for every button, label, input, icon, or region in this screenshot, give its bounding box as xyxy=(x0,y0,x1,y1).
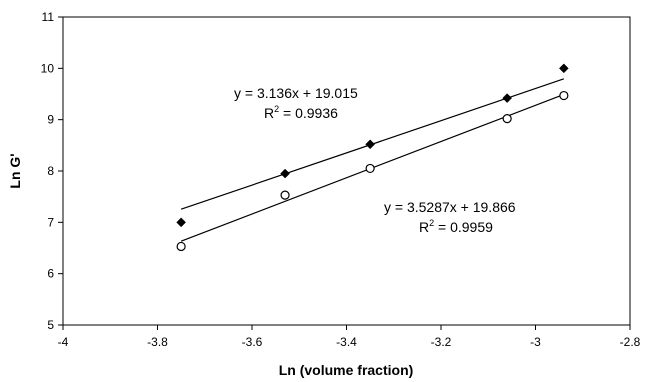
x-axis-title: Ln (volume fraction) xyxy=(279,362,414,378)
series-2-point xyxy=(176,241,186,252)
y-axis-title: Ln G' xyxy=(7,153,23,188)
y-tick-label: 6 xyxy=(47,267,54,281)
y-tick-label: 11 xyxy=(42,10,55,24)
x-tick-label: -3.6 xyxy=(242,335,263,349)
data-points xyxy=(176,63,569,252)
x-axis: -4 -3.8 -3.6 -3.4 -3.2 -3 -2.8 xyxy=(58,325,641,349)
x-tick-label: -3.8 xyxy=(147,335,168,349)
series-2-r2: R2 = 0.9959 xyxy=(419,218,493,235)
x-tick-label: -3.4 xyxy=(336,335,357,349)
y-tick-label: 7 xyxy=(47,215,54,229)
x-tick-label: -2.8 xyxy=(620,335,641,349)
y-tick-label: 9 xyxy=(47,113,54,127)
y-tick-label: 10 xyxy=(41,61,55,75)
x-tick-label: -3 xyxy=(530,335,541,349)
series-2-point xyxy=(365,163,375,174)
x-tick-label: -4 xyxy=(58,335,69,349)
series-1-point xyxy=(176,217,186,228)
plot-area xyxy=(62,16,631,326)
series-1-equation: y = 3.136x + 19.015 xyxy=(234,85,358,101)
series-1-point xyxy=(558,63,569,74)
series-2-point xyxy=(280,190,290,200)
series-2-point xyxy=(559,90,569,101)
series-1-point xyxy=(502,93,513,103)
x-tick-label: -3.2 xyxy=(431,335,452,349)
series-1-point xyxy=(280,168,290,179)
series-2-equation: y = 3.5287x + 19.866 xyxy=(384,199,516,215)
y-axis: 5 6 7 8 9 10 11 xyxy=(41,10,63,332)
series-2-point xyxy=(502,114,512,124)
series-1-r2: R2 = 0.9936 xyxy=(264,104,338,121)
series-1-point xyxy=(365,139,375,150)
y-tick-label: 5 xyxy=(47,318,54,332)
y-tick-label: 8 xyxy=(47,164,54,178)
